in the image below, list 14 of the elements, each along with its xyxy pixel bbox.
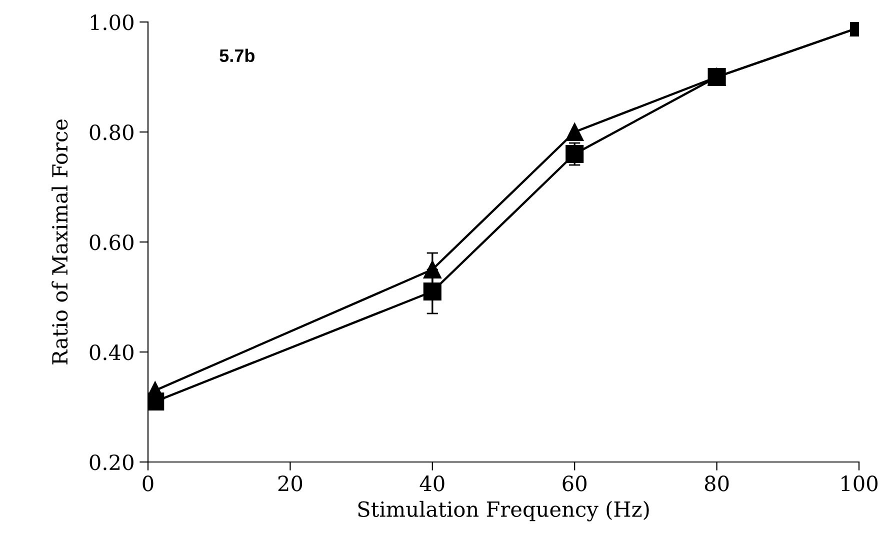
- x-tick-label: 0: [142, 476, 154, 492]
- y-axis-title: Ratio of Maximal Force: [52, 119, 68, 364]
- x-tick-label: 40: [420, 476, 444, 492]
- y-tick-label: 0.20: [90, 454, 134, 470]
- y-tick-label: 1.00: [90, 14, 134, 30]
- x-tick-label: 20: [278, 476, 302, 492]
- x-tick-label: 100: [842, 476, 878, 492]
- y-tick-label: 0.60: [90, 234, 134, 250]
- annotation: 5.7b: [220, 48, 254, 62]
- y-tick-label: 0.80: [90, 124, 134, 140]
- y-tick-label: 0.40: [90, 344, 134, 360]
- x-tick-label: 60: [562, 476, 586, 492]
- x-axis-title: Stimulation Frequency (Hz): [358, 500, 649, 522]
- x-tick-label: 80: [704, 476, 729, 492]
